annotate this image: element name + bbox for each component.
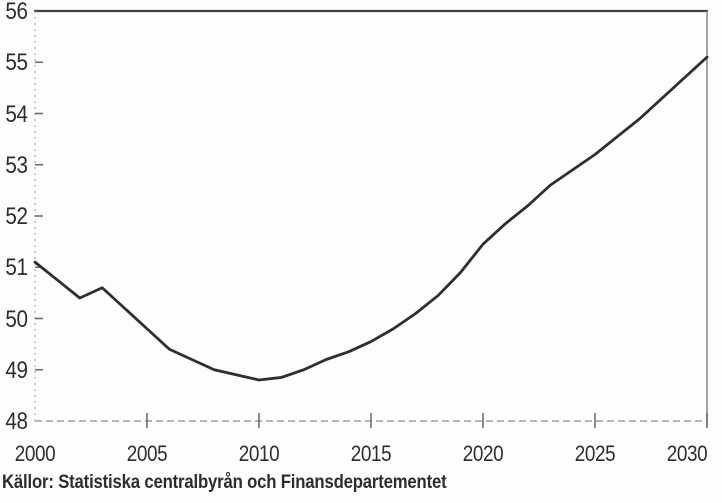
y-tick-label: 53 — [5, 151, 28, 179]
y-tick-label: 49 — [5, 356, 28, 384]
y-tick-label: 56 — [5, 0, 28, 25]
source-note: Källor: Statistiska centralbyrån och Fin… — [2, 472, 447, 493]
x-tick-label: 2030 — [666, 441, 708, 466]
y-tick-label: 50 — [5, 305, 28, 333]
data-line — [33, 55, 709, 382]
x-tick-label: 2005 — [126, 441, 168, 466]
x-tick-label: 2020 — [462, 441, 504, 466]
x-tick-label: 2010 — [238, 441, 280, 466]
y-tick-label: 48 — [5, 408, 28, 435]
y-tick-label: 54 — [5, 100, 28, 128]
y-tick-label: 51 — [5, 254, 28, 282]
y-tick-label: 52 — [5, 203, 28, 230]
x-tick-label: 2000 — [14, 441, 56, 466]
x-tick-label: 2015 — [350, 441, 392, 466]
y-tick-label: 55 — [5, 49, 28, 77]
x-tick-label: 2025 — [574, 441, 616, 466]
